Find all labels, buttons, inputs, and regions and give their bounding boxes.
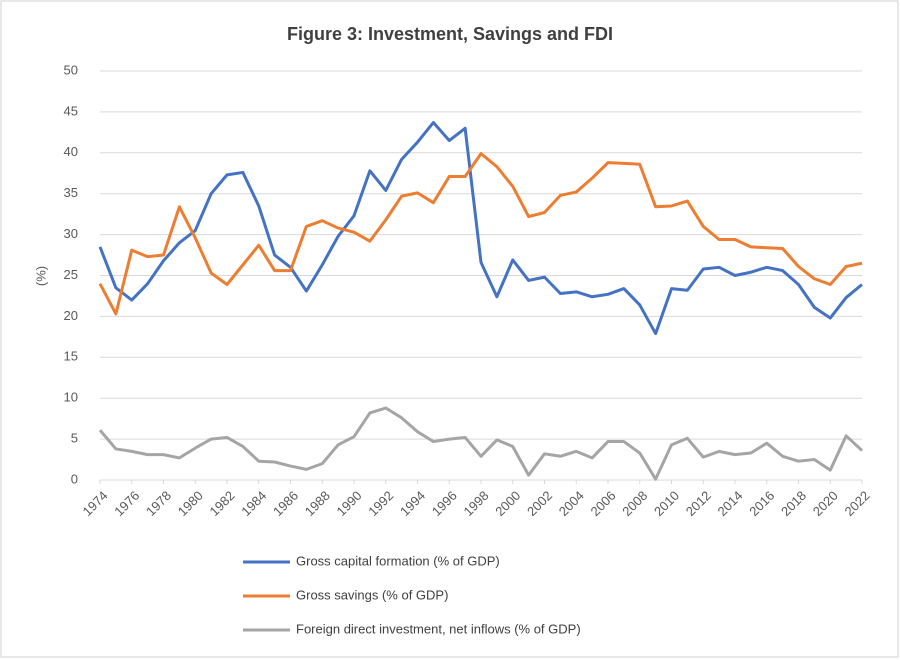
data-line — [98, 152, 863, 316]
legend-label: Gross savings (% of GDP) — [296, 587, 448, 602]
data-line — [98, 121, 863, 336]
y-tick-label: 45 — [64, 103, 78, 118]
y-tick-label: 25 — [64, 267, 78, 282]
y-tick-label: 40 — [64, 144, 78, 159]
y-tick-label: 30 — [64, 226, 78, 241]
y-tick-label: 10 — [64, 390, 78, 405]
y-tick-label: 15 — [64, 349, 78, 364]
legend-label: Gross capital formation (% of GDP) — [296, 553, 500, 568]
legend-label: Foreign direct investment, net inflows (… — [296, 621, 581, 636]
y-tick-label: 35 — [64, 185, 78, 200]
y-tick-label: 0 — [71, 471, 78, 486]
y-tick-label: 20 — [64, 308, 78, 323]
y-axis-label: (%) — [33, 266, 48, 286]
y-tick-label: 5 — [71, 431, 78, 446]
chart-title: Figure 3: Investment, Savings and FDI — [287, 24, 613, 44]
y-tick-label: 50 — [64, 62, 78, 77]
data-line — [98, 406, 864, 481]
